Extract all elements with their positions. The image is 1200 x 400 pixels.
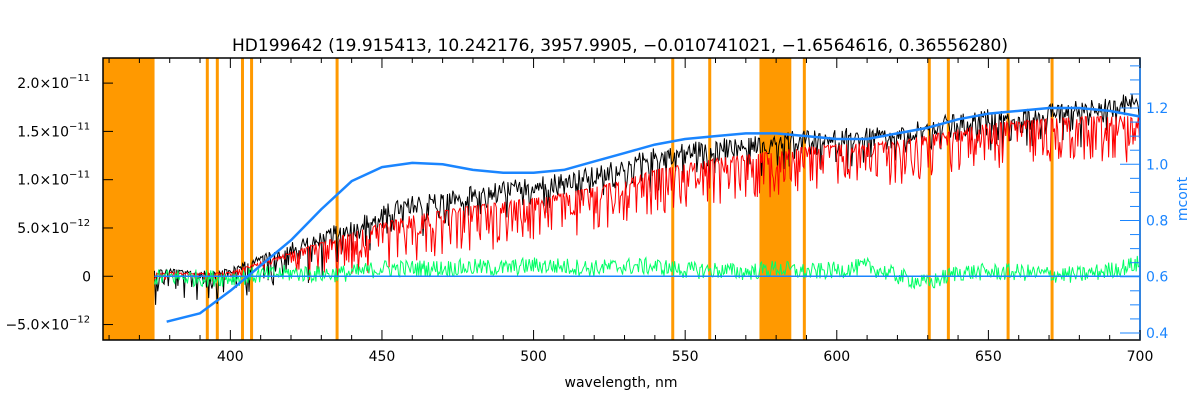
y-tick-label: 1.0×10 <box>17 173 69 189</box>
masked-regions <box>103 58 1054 340</box>
right-axis-label: mcont <box>1175 176 1191 221</box>
x-tick-label: 500 <box>520 349 547 365</box>
masked-line <box>215 58 219 340</box>
masked-band <box>103 58 155 340</box>
right-tick-label: 1.0 <box>1146 157 1168 173</box>
observed-spectrum-line <box>154 93 1140 305</box>
plot-frame <box>102 57 1141 341</box>
residual-spectrum-line <box>154 255 1140 290</box>
x-tick-label: 700 <box>1127 349 1154 365</box>
masked-line <box>1006 58 1010 340</box>
y-tick-label: 1.5×10 <box>17 124 69 140</box>
masked-line <box>250 58 254 340</box>
y-tick-label: −5.0×10 <box>5 318 69 334</box>
masked-line <box>335 58 339 340</box>
y-tick-label: 0 <box>82 269 91 285</box>
masked-line <box>671 58 675 340</box>
y-tick-exponent: −11 <box>69 170 90 181</box>
y-tick-exponent: −11 <box>69 121 90 132</box>
y-tick-label: 2.0×10 <box>17 76 69 92</box>
right-tick-label: 0.4 <box>1146 326 1168 342</box>
y-tick-exponent: −12 <box>69 315 90 326</box>
masked-line <box>802 58 806 340</box>
right-tick-label: 0.6 <box>1146 270 1168 286</box>
right-tick-label: 1.2 <box>1146 101 1168 117</box>
series-layer <box>154 93 1141 323</box>
right-tick-label: 0.8 <box>1146 214 1168 230</box>
x-tick-label: 450 <box>369 349 396 365</box>
chart-title: HD199642 (19.915413, 10.242176, 3957.990… <box>232 36 1008 56</box>
masked-line <box>708 58 712 340</box>
mcont-line <box>166 106 1141 323</box>
x-tick-label: 600 <box>823 349 850 365</box>
x-tick-label: 400 <box>217 349 244 365</box>
x-axis-label: wavelength, nm <box>565 375 678 391</box>
model-spectrum-line <box>154 115 1140 283</box>
y-tick-exponent: −12 <box>69 218 90 229</box>
masked-line <box>240 58 244 340</box>
y-tick-exponent: −11 <box>69 73 90 84</box>
masked-line <box>927 58 931 340</box>
masked-band <box>759 58 792 340</box>
y-tick-label: 5.0×10 <box>17 221 69 237</box>
masked-line <box>946 58 950 340</box>
masked-line <box>205 58 209 340</box>
x-tick-label: 550 <box>672 349 699 365</box>
x-tick-label: 650 <box>975 349 1002 365</box>
masked-line <box>1050 58 1054 340</box>
